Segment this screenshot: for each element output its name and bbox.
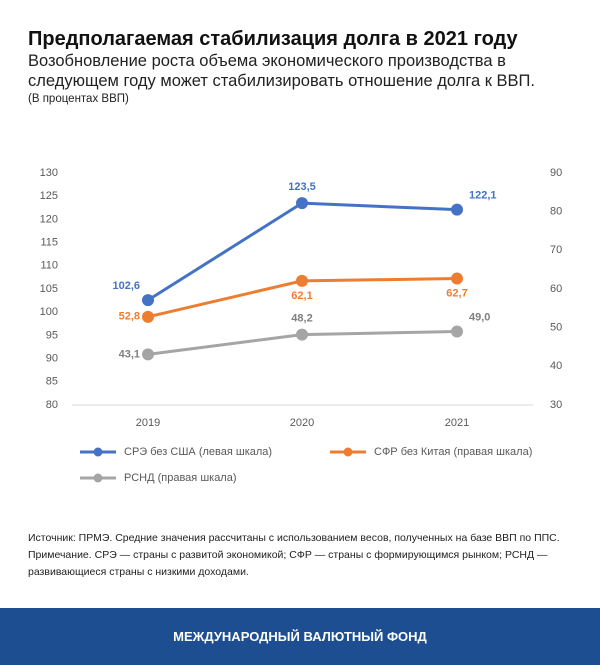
data-label: 123,5 — [288, 181, 316, 193]
x-tick-label: 2020 — [290, 417, 314, 429]
data-point — [296, 197, 308, 210]
legend-marker — [93, 473, 103, 483]
note: Примечание. СРЭ — страны с развитой экон… — [28, 549, 548, 578]
data-point — [451, 203, 463, 216]
data-label: 62,1 — [291, 290, 312, 302]
legend-label: РСНД (правая шкала) — [124, 472, 237, 484]
legend-marker — [343, 447, 353, 457]
data-label: 49,0 — [469, 311, 490, 323]
data-point — [142, 348, 154, 361]
header: Предполагаемая стабилизация долга в 2021… — [28, 28, 578, 105]
y2-tick-label: 70 — [550, 244, 562, 256]
y-tick-label: 110 — [40, 260, 58, 272]
legend-label: СФР без Китая (правая шкала) — [374, 446, 532, 458]
data-point — [296, 274, 308, 287]
y2-tick-label: 90 — [550, 167, 562, 179]
y-tick-label: 80 — [46, 399, 58, 411]
y-tick-label: 125 — [40, 190, 58, 202]
x-tick-label: 2019 — [136, 417, 160, 429]
data-label: 62,7 — [446, 287, 467, 299]
y2-tick-label: 80 — [550, 206, 562, 218]
notes: Источник: ПРМЭ. Средние значения рассчит… — [28, 530, 583, 581]
legend-marker — [93, 447, 103, 457]
data-label: 102,6 — [112, 280, 140, 292]
data-label: 43,1 — [119, 348, 140, 360]
source: Источник: ПРМЭ. Средние значения рассчит… — [28, 532, 560, 544]
data-label: 122,1 — [469, 190, 497, 202]
y-tick-label: 85 — [46, 376, 58, 388]
y-tick-label: 100 — [40, 306, 58, 318]
y2-tick-label: 40 — [550, 360, 562, 372]
y2-tick-label: 30 — [550, 399, 562, 411]
data-label: 48,2 — [291, 313, 312, 325]
chart-title: Предполагаемая стабилизация долга в 2021… — [28, 28, 518, 50]
chart-subtitle: Возобновление роста объема экономическог… — [28, 52, 535, 90]
y-tick-label: 95 — [46, 329, 58, 341]
data-point — [451, 325, 463, 338]
y-tick-label: 115 — [40, 237, 58, 249]
y2-tick-label: 60 — [550, 283, 562, 295]
y-tick-label: 105 — [40, 283, 58, 295]
data-label: 52,8 — [119, 311, 140, 323]
data-point — [142, 294, 154, 307]
x-tick-label: 2021 — [445, 417, 469, 429]
y2-tick-label: 50 — [550, 322, 562, 334]
chart: 80 85 90 95 100 105 110 115 120 125 130 30 40 50 60 70 8… — [40, 167, 563, 484]
footer: МЕЖДУНАРОДНЫЙ ВАЛЮТНЫЙ ФОНД — [0, 608, 600, 665]
data-point — [296, 328, 308, 341]
data-point — [142, 310, 154, 323]
unit-note: (В процентах ВВП) — [28, 93, 129, 105]
y-tick-label: 90 — [46, 353, 58, 365]
y-tick-label: 130 — [40, 167, 58, 179]
y-tick-label: 120 — [40, 213, 58, 225]
legend-label: СРЭ без США (левая шкала) — [124, 446, 272, 458]
data-point — [451, 272, 463, 285]
